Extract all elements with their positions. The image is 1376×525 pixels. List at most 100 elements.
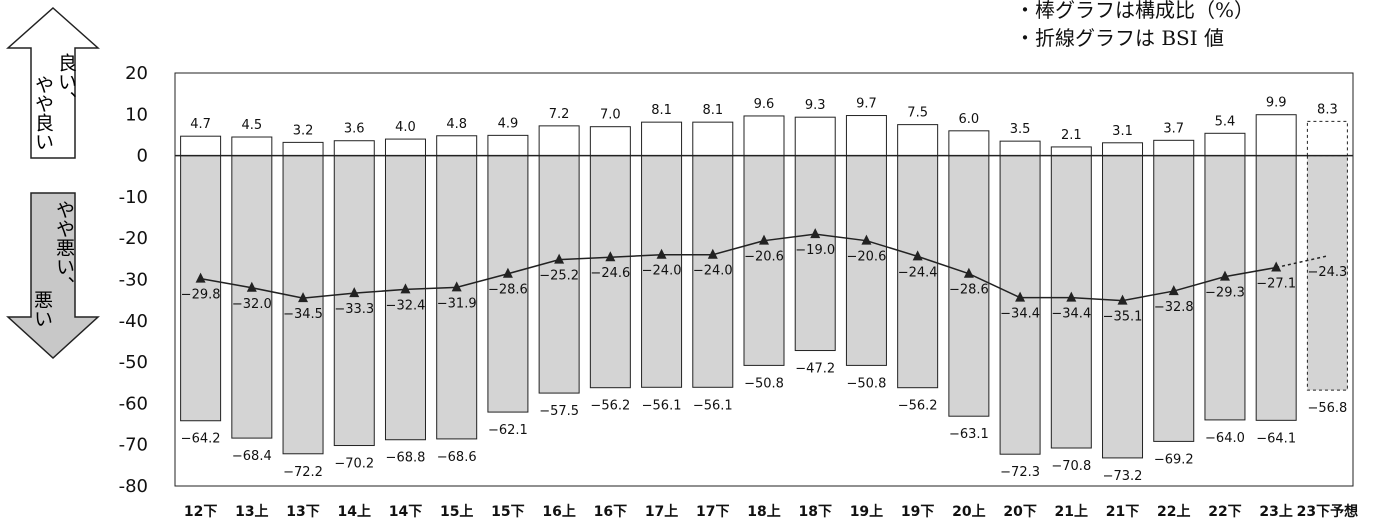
positive-bar-5 <box>436 135 478 157</box>
negative-bar-18 <box>1102 155 1144 459</box>
negative-bar-12 <box>794 155 836 352</box>
bsi-point-7 <box>554 253 565 264</box>
positive-value-label-1: 4.5 <box>241 118 262 133</box>
x-tick-label-9: 17上 <box>645 504 678 520</box>
positive-bar-8 <box>589 126 631 157</box>
bsi-value-label-4: −32.4 <box>386 298 426 313</box>
positive-value-label-22: 8.3 <box>1317 102 1338 117</box>
x-tick-label-2: 13下 <box>286 504 319 520</box>
x-tick-label-4: 14下 <box>389 504 422 520</box>
bsi-value-label-19: −32.8 <box>1154 300 1194 315</box>
bsi-value-label-14: −24.4 <box>898 265 938 280</box>
bsi-value-label-13: −20.6 <box>847 250 887 265</box>
note-bar-composition: ・棒グラフは構成比（%） <box>1015 0 1255 22</box>
y-tick-label-4: -20 <box>119 228 148 249</box>
positive-value-label-0: 4.7 <box>190 117 211 132</box>
bsi-value-label-5: −31.9 <box>437 296 477 311</box>
bsi-point-5 <box>451 281 462 292</box>
bsi-value-label-10: −24.0 <box>693 264 733 279</box>
bsi-point-16 <box>1015 291 1026 302</box>
bsi-value-label-21: −27.1 <box>1256 277 1296 292</box>
positive-bar-4 <box>384 138 426 157</box>
bsi-value-label-18: −35.1 <box>1103 310 1143 325</box>
positive-value-label-3: 3.6 <box>344 122 365 137</box>
negative-value-label-1: −68.4 <box>232 449 272 464</box>
negative-bar-3 <box>333 155 375 447</box>
negative-bar-13 <box>845 155 887 366</box>
negative-value-label-3: −70.2 <box>334 457 374 472</box>
positive-value-label-17: 2.1 <box>1061 128 1082 143</box>
x-tick-label-3: 14上 <box>338 504 371 520</box>
x-tick-label-19: 22上 <box>1157 504 1190 520</box>
negative-value-label-0: −64.2 <box>181 432 221 447</box>
positive-value-label-12: 9.3 <box>805 98 826 113</box>
bsi-value-label-20: −29.3 <box>1205 286 1245 301</box>
positive-bar-13 <box>845 115 887 157</box>
bsi-forecast-line <box>1276 255 1328 269</box>
bsi-value-label-8: −24.6 <box>590 266 630 281</box>
positive-bar-19 <box>1153 139 1195 157</box>
positive-value-label-14: 7.5 <box>907 106 928 121</box>
negative-bar-16 <box>999 155 1041 455</box>
negative-value-label-4: −68.8 <box>386 451 426 466</box>
negative-bar-2 <box>282 155 324 455</box>
negative-value-label-13: −50.8 <box>847 376 887 391</box>
negative-value-label-9: −56.1 <box>642 398 682 413</box>
negative-bar-7 <box>538 155 580 394</box>
negative-bar-22 <box>1306 155 1348 391</box>
y-tick-label-1: 10 <box>125 104 148 125</box>
x-tick-label-15: 20上 <box>952 504 985 520</box>
positive-bar-17 <box>1050 146 1092 157</box>
positive-value-label-7: 7.2 <box>549 107 570 122</box>
positive-value-label-5: 4.8 <box>446 117 467 132</box>
negative-bar-9 <box>641 155 683 388</box>
positive-bar-2 <box>282 141 324 157</box>
bsi-value-label-6: −28.6 <box>488 283 528 298</box>
positive-bar-21 <box>1255 114 1297 157</box>
negative-bar-17 <box>1050 155 1092 449</box>
x-tick-label-13: 19上 <box>850 504 883 520</box>
x-tick-label-11: 18上 <box>747 504 780 520</box>
bsi-value-label-11: −20.6 <box>744 250 784 265</box>
positive-value-label-2: 3.2 <box>293 123 314 138</box>
x-tick-label-12: 18下 <box>798 504 831 520</box>
negative-value-label-10: −56.1 <box>693 398 733 413</box>
good-label-line2: やや良い <box>32 75 54 151</box>
positive-bar-16 <box>999 140 1041 157</box>
negative-value-label-15: −63.1 <box>949 427 989 442</box>
x-tick-label-8: 16下 <box>594 504 627 520</box>
bsi-point-14 <box>912 250 923 261</box>
positive-value-label-11: 9.6 <box>754 97 775 112</box>
negative-value-label-18: −73.2 <box>1103 469 1143 484</box>
negative-value-label-16: −72.3 <box>1000 465 1040 480</box>
y-tick-label-2: 0 <box>137 146 148 167</box>
bad-label-line1: やや悪い、 <box>53 200 75 295</box>
bsi-point-4 <box>400 283 411 294</box>
bsi-point-15 <box>963 267 974 278</box>
positive-bar-18 <box>1102 142 1144 157</box>
negative-value-label-22: −56.8 <box>1307 401 1347 416</box>
y-tick-label-8: -60 <box>119 393 148 414</box>
x-tick-label-5: 15上 <box>440 504 473 520</box>
plot-area: 20 10 0 -10 -20 -30 -40 -50 -60 -70 -80 4.7 −64.2 12下… <box>119 63 1359 520</box>
negative-bar-10 <box>692 155 734 388</box>
bsi-point-10 <box>707 248 718 259</box>
positive-value-label-21: 9.9 <box>1266 96 1287 111</box>
bsi-point-2 <box>298 292 309 303</box>
bsi-point-6 <box>502 267 513 278</box>
negative-value-label-17: −70.8 <box>1051 459 1091 474</box>
y-tick-label-9: -70 <box>119 435 148 456</box>
bad-arrow-icon <box>6 192 100 360</box>
positive-bar-3 <box>333 140 375 157</box>
bsi-value-label-9: −24.0 <box>642 264 682 279</box>
y-tick-label-6: -40 <box>119 311 148 332</box>
x-tick-label-18: 21下 <box>1106 504 1139 520</box>
bsi-point-1 <box>246 281 257 292</box>
negative-value-label-11: −50.8 <box>744 376 784 391</box>
negative-value-label-6: −62.1 <box>488 423 528 438</box>
y-tick-label-3: -10 <box>119 187 148 208</box>
bsi-point-18 <box>1117 294 1128 305</box>
bsi-value-label-12: −19.0 <box>795 243 835 258</box>
negative-bar-15 <box>948 155 990 417</box>
x-tick-label-20: 22下 <box>1208 504 1241 520</box>
